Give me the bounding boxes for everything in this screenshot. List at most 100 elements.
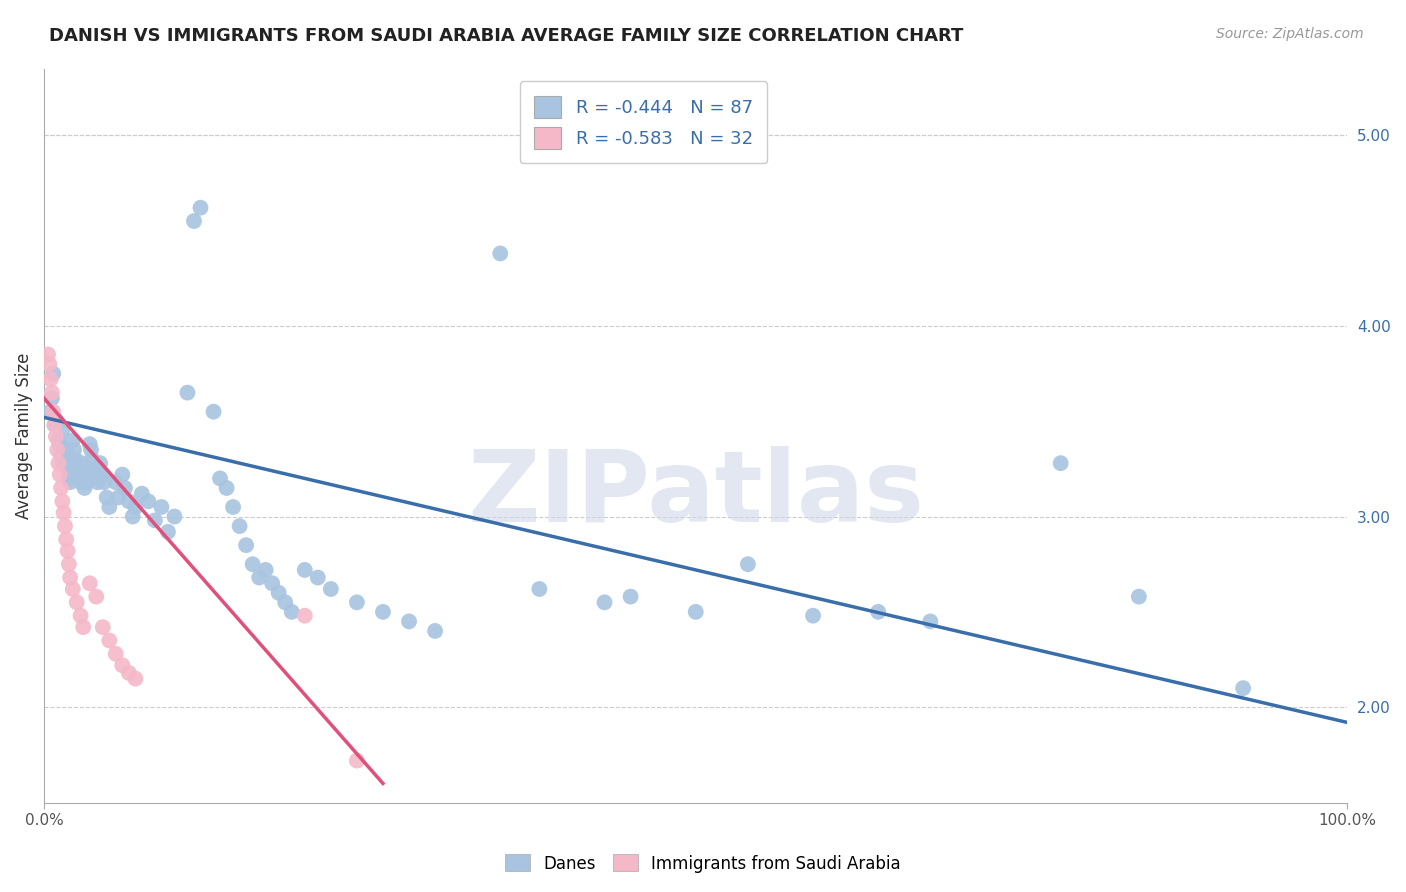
Point <box>346 595 368 609</box>
Point <box>93 475 115 490</box>
Point <box>62 434 84 448</box>
Point <box>254 563 277 577</box>
Point <box>423 624 446 638</box>
Point <box>58 471 80 485</box>
Point <box>42 367 65 381</box>
Y-axis label: Average Family Size: Average Family Size <box>15 352 32 519</box>
Point <box>39 405 62 419</box>
Point <box>72 620 94 634</box>
Point <box>45 429 67 443</box>
Point <box>118 494 141 508</box>
Point <box>190 201 212 215</box>
Point <box>801 608 824 623</box>
Point <box>55 533 77 547</box>
Point <box>1049 456 1071 470</box>
Point <box>98 633 121 648</box>
Point <box>529 582 551 596</box>
Point <box>52 456 75 470</box>
Point <box>69 475 91 490</box>
Point <box>620 590 643 604</box>
Point <box>209 471 232 485</box>
Point <box>84 471 107 485</box>
Point <box>114 481 136 495</box>
Text: Source: ZipAtlas.com: Source: ZipAtlas.com <box>1216 27 1364 41</box>
Point <box>58 558 80 572</box>
Point <box>73 481 96 495</box>
Point <box>124 672 146 686</box>
Point <box>62 582 84 596</box>
Point <box>48 467 70 482</box>
Point <box>202 405 225 419</box>
Point <box>91 467 114 482</box>
Point <box>176 385 198 400</box>
Point <box>59 570 82 584</box>
Point <box>65 452 87 467</box>
Point <box>319 582 342 596</box>
Point <box>242 558 264 572</box>
Point <box>346 754 368 768</box>
Point <box>63 442 86 457</box>
Point <box>59 475 82 490</box>
Point <box>111 658 134 673</box>
Point <box>91 620 114 634</box>
Point <box>143 513 166 527</box>
Point <box>38 357 60 371</box>
Point <box>920 615 942 629</box>
Point <box>183 214 205 228</box>
Point <box>46 442 69 457</box>
Point <box>53 519 76 533</box>
Point <box>44 417 66 432</box>
Point <box>685 605 707 619</box>
Point <box>98 500 121 514</box>
Point <box>52 506 75 520</box>
Point <box>111 467 134 482</box>
Point <box>76 475 98 490</box>
Point <box>118 665 141 680</box>
Point <box>79 576 101 591</box>
Point <box>56 544 79 558</box>
Point <box>51 424 73 438</box>
Point <box>737 558 759 572</box>
Point <box>156 524 179 539</box>
Point <box>294 608 316 623</box>
Point <box>79 437 101 451</box>
Point <box>274 595 297 609</box>
Point <box>60 467 83 482</box>
Point <box>150 500 173 514</box>
Point <box>228 519 250 533</box>
Point <box>868 605 890 619</box>
Point <box>307 570 329 584</box>
Point <box>48 456 70 470</box>
Point <box>56 462 79 476</box>
Point <box>262 576 284 591</box>
Point <box>48 434 70 448</box>
Point <box>267 586 290 600</box>
Point <box>69 608 91 623</box>
Point <box>49 481 72 495</box>
Text: ZIPatlas: ZIPatlas <box>467 446 924 542</box>
Text: DANISH VS IMMIGRANTS FROM SAUDI ARABIA AVERAGE FAMILY SIZE CORRELATION CHART: DANISH VS IMMIGRANTS FROM SAUDI ARABIA A… <box>49 27 963 45</box>
Point <box>83 462 105 476</box>
Point <box>280 605 302 619</box>
Point <box>75 467 97 482</box>
Point <box>66 462 89 476</box>
Point <box>37 347 59 361</box>
Point <box>593 595 616 609</box>
Point <box>131 486 153 500</box>
Point <box>489 246 512 260</box>
Point <box>1232 681 1254 695</box>
Point <box>87 462 110 476</box>
Point <box>82 452 104 467</box>
Point <box>42 405 65 419</box>
Point <box>55 442 77 457</box>
Point <box>80 442 103 457</box>
Point <box>96 491 118 505</box>
Point <box>70 456 93 470</box>
Point <box>371 605 394 619</box>
Point <box>48 437 70 451</box>
Point <box>46 414 69 428</box>
Point <box>215 481 238 495</box>
Point <box>104 475 127 490</box>
Point <box>138 494 160 508</box>
Point <box>67 467 90 482</box>
